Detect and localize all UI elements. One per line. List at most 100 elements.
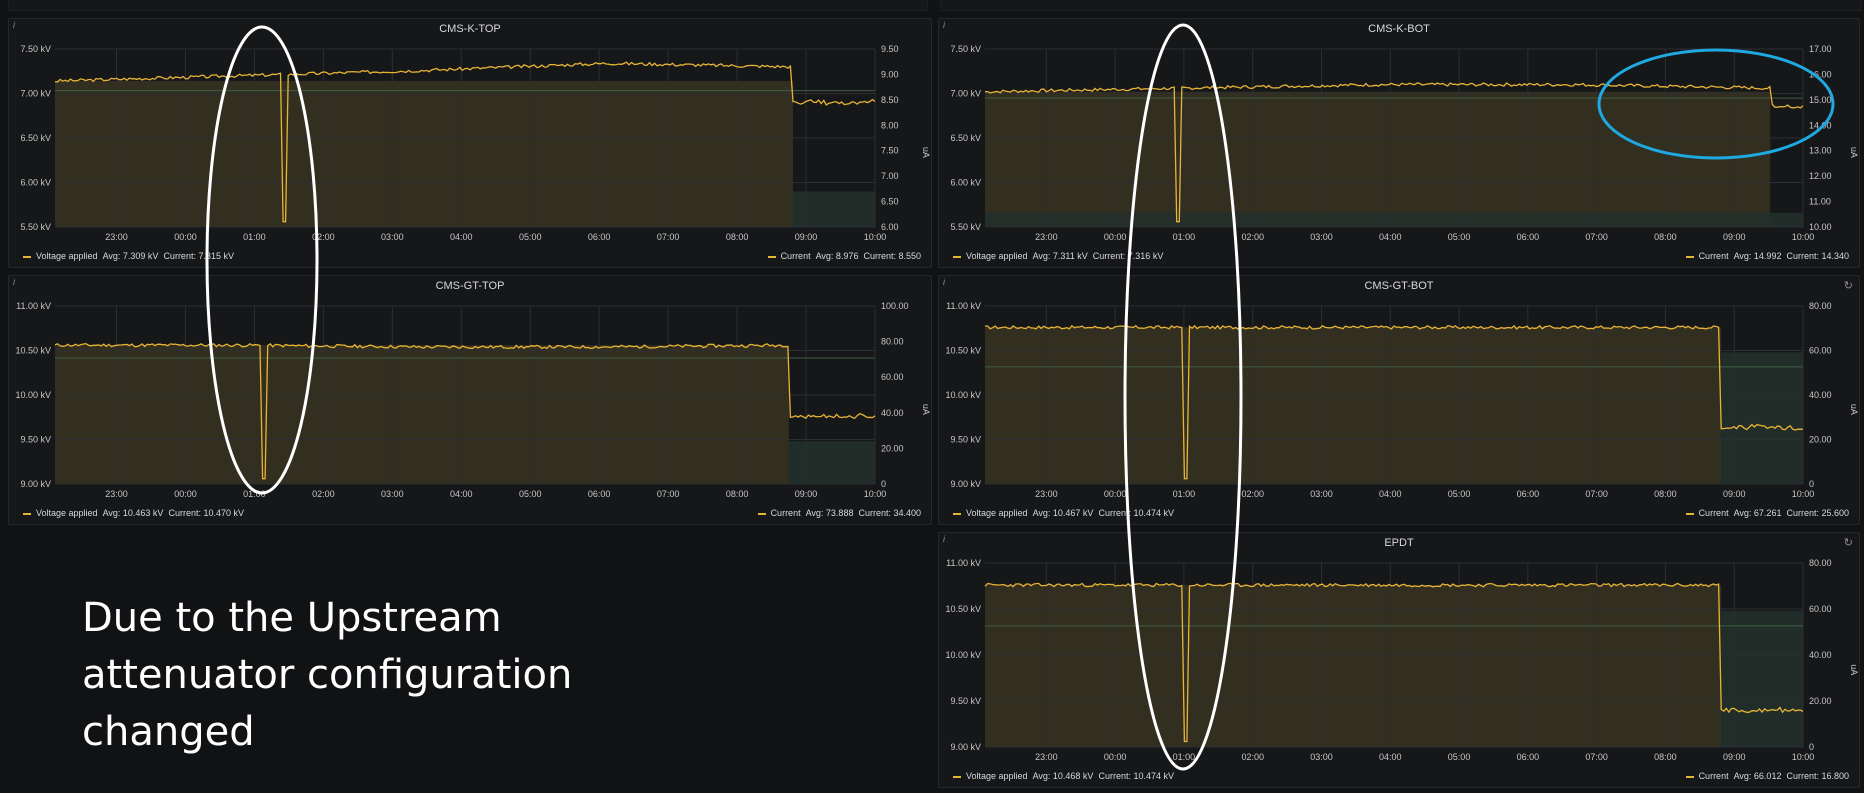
- series-fill-area: [55, 81, 793, 227]
- voltage-series-line[interactable]: [984, 324, 1804, 480]
- legend-voltage[interactable]: Voltage applied Avg: 10.467 kV Current: 10…: [953, 508, 1174, 518]
- panel-cms-gt-top[interactable]: i CMS-GT-TOP 11.00 kV 10.50 kV 10.00 kV 9.50 …: [8, 275, 932, 525]
- legend-current: Current: 7.315 kV: [163, 251, 234, 261]
- voltage-series-line[interactable]: [984, 582, 1804, 743]
- y-right-tick-label: 0: [1809, 742, 1814, 752]
- x-tick-label: 09:00: [1723, 489, 1746, 499]
- graph-canvas[interactable]: 11.00 kV 10.50 kV 10.00 kV 9.50 kV 9.00 kV 10…: [9, 276, 933, 526]
- panel-info-icon[interactable]: i: [13, 20, 15, 30]
- y-left-tick-label: 9.00 kV: [20, 479, 51, 489]
- legend-series-name[interactable]: Current: [1698, 251, 1729, 261]
- x-tick-label: 07:00: [1585, 752, 1608, 762]
- legend-current: Current: 8.550: [863, 251, 921, 261]
- legend-current: Current: 14.340: [1786, 251, 1849, 261]
- legend-current-series[interactable]: Current Avg: 67.261 Current: 25.600: [1685, 508, 1849, 518]
- legend-swatch: [1685, 255, 1694, 258]
- legend-swatch: [953, 512, 961, 515]
- y-right-tick-label: 7.00: [881, 171, 899, 181]
- graph-canvas[interactable]: 7.50 kV 7.00 kV 6.50 kV 6.00 kV 5.50 kV 17.00…: [939, 19, 1861, 269]
- y-left-tick-label: 10.50 kV: [15, 346, 51, 356]
- x-tick-label: 06:00: [1517, 232, 1540, 242]
- panel-epdt[interactable]: i EPDT ↻ 11.00 kV 10.50 kV 10.00 kV 9.50 kV 9.0…: [938, 532, 1860, 788]
- y-left-tick-label: 10.00 kV: [945, 650, 981, 660]
- legend-voltage[interactable]: Voltage applied Avg: 10.463 kV Current: 10…: [23, 508, 244, 518]
- legend-voltage[interactable]: Voltage applied Avg: 10.468 kV Current: 10…: [953, 771, 1174, 781]
- refresh-icon[interactable]: ↻: [1843, 280, 1853, 292]
- y-left-tick-label: 9.50 kV: [950, 696, 981, 706]
- legend-series-name[interactable]: Voltage applied: [966, 771, 1028, 781]
- top-panel-strip-right: [940, 0, 1862, 11]
- legend-series-name[interactable]: Voltage applied: [36, 251, 98, 261]
- threshold-band: [1721, 352, 1803, 484]
- legend-series-name[interactable]: Voltage applied: [966, 251, 1028, 261]
- y-right-tick-label: 12.00: [1809, 171, 1832, 181]
- panel-title[interactable]: CMS-GT-TOP: [435, 280, 505, 292]
- threshold-band: [788, 441, 875, 484]
- legend-current: Current: 16.800: [1786, 771, 1849, 781]
- y-left-tick-label: 10.00 kV: [945, 390, 981, 400]
- x-tick-label: 05:00: [519, 489, 542, 499]
- y-right-tick-label: 11.00: [1809, 197, 1831, 207]
- legend-current-series[interactable]: Current Avg: 14.992 Current: 14.340: [1685, 251, 1849, 261]
- voltage-series-line[interactable]: [54, 61, 876, 223]
- y-left-tick-label: 7.00 kV: [950, 89, 981, 99]
- panel-info-icon[interactable]: i: [13, 277, 15, 287]
- x-tick-label: 23:00: [105, 232, 128, 242]
- y-right-tick-label: 8.50: [881, 95, 899, 105]
- legend-series-name[interactable]: Current: [1698, 508, 1729, 518]
- graph-canvas[interactable]: 11.00 kV 10.50 kV 10.00 kV 9.50 kV 9.00 kV 80…: [939, 533, 1861, 789]
- x-tick-label: 01:00: [1173, 489, 1196, 499]
- legend-voltage[interactable]: Voltage applied Avg: 7.309 kV Current: 7.3…: [23, 251, 234, 261]
- y-right-tick-label: 60.00: [1809, 346, 1832, 356]
- x-tick-label: 10:00: [1792, 489, 1815, 499]
- legend-series-name[interactable]: Current: [1698, 771, 1729, 781]
- panel-cms-k-bot[interactable]: i CMS-K-BOT 7.50 kV 7.00 kV 6.50 kV 6.00 kV 5.…: [938, 18, 1860, 268]
- legend-current-series[interactable]: Current Avg: 66.012 Current: 16.800: [1685, 771, 1849, 781]
- legend-current-series[interactable]: Current Avg: 8.976 Current: 8.550: [767, 251, 921, 261]
- legend-avg: Avg: 10.468 kV: [1032, 771, 1094, 781]
- panel-info-icon[interactable]: i: [943, 20, 945, 30]
- legend-series-name[interactable]: Voltage applied: [966, 508, 1028, 518]
- x-tick-label: 10:00: [864, 232, 887, 242]
- legend-swatch: [1685, 775, 1694, 778]
- y-right-tick-label: 20.00: [1809, 696, 1832, 706]
- x-tick-label: 05:00: [1448, 752, 1471, 762]
- panel-cms-k-top[interactable]: i CMS-K-TOP 7.50 kV 7.00 kV 6.50 kV 6.00 kV 5.…: [8, 18, 932, 268]
- legend-voltage[interactable]: Voltage applied Avg: 7.311 kV Current: 7.3…: [953, 251, 1163, 261]
- panel-info-icon[interactable]: i: [943, 277, 945, 287]
- y-left-tick-label: 11.00 kV: [16, 301, 51, 311]
- voltage-series-line[interactable]: [54, 343, 876, 480]
- x-tick-label: 02:00: [312, 489, 335, 499]
- legend-series-name[interactable]: Current: [780, 251, 811, 261]
- legend-current-series[interactable]: Current Avg: 73.888 Current: 34.400: [757, 508, 921, 518]
- panel-title[interactable]: CMS-K-TOP: [439, 23, 501, 35]
- y-right-tick-label: 0: [881, 479, 886, 489]
- y-left-tick-label: 9.50 kV: [20, 435, 51, 445]
- legend-series-name[interactable]: Current: [770, 508, 801, 518]
- graph-canvas[interactable]: 7.50 kV 7.00 kV 6.50 kV 6.00 kV 5.50 kV 9.50 9…: [9, 19, 933, 269]
- panel-title[interactable]: EPDT: [1384, 537, 1414, 549]
- x-tick-label: 03:00: [1310, 232, 1333, 242]
- y-left-tick-label: 9.50 kV: [950, 435, 981, 445]
- legend-series-name[interactable]: Voltage applied: [36, 508, 98, 518]
- legend-current: Current: 10.474 kV: [1098, 508, 1174, 518]
- x-tick-label: 00:00: [1104, 752, 1127, 762]
- y-right-tick-label: 80.00: [1809, 558, 1832, 568]
- y-left-tick-label: 7.00 kV: [20, 89, 51, 99]
- legend-swatch: [953, 255, 961, 258]
- panel-info-icon[interactable]: i: [943, 534, 945, 544]
- panel-title[interactable]: CMS-K-BOT: [1368, 23, 1430, 35]
- panel-title[interactable]: CMS-GT-BOT: [1364, 280, 1434, 292]
- y-right-unit-label: uA: [921, 404, 931, 415]
- legend-swatch: [23, 255, 31, 258]
- graph-canvas[interactable]: 11.00 kV 10.50 kV 10.00 kV 9.50 kV 9.00 kV 80…: [939, 276, 1861, 526]
- series-fill-area: [55, 345, 789, 484]
- legend-avg: Avg: 66.012: [1733, 771, 1782, 781]
- x-tick-label: 01:00: [1173, 232, 1196, 242]
- x-tick-label: 04:00: [450, 232, 473, 242]
- panel-cms-gt-bot[interactable]: i CMS-GT-BOT ↻ 11.00 kV 10.50 kV 10.00 kV 9.50…: [938, 275, 1860, 525]
- refresh-icon[interactable]: ↻: [1843, 537, 1853, 549]
- y-right-tick-label: 40.00: [1809, 390, 1832, 400]
- y-right-tick-label: 9.00: [881, 69, 899, 79]
- legend-current: Current: 10.474 kV: [1098, 771, 1174, 781]
